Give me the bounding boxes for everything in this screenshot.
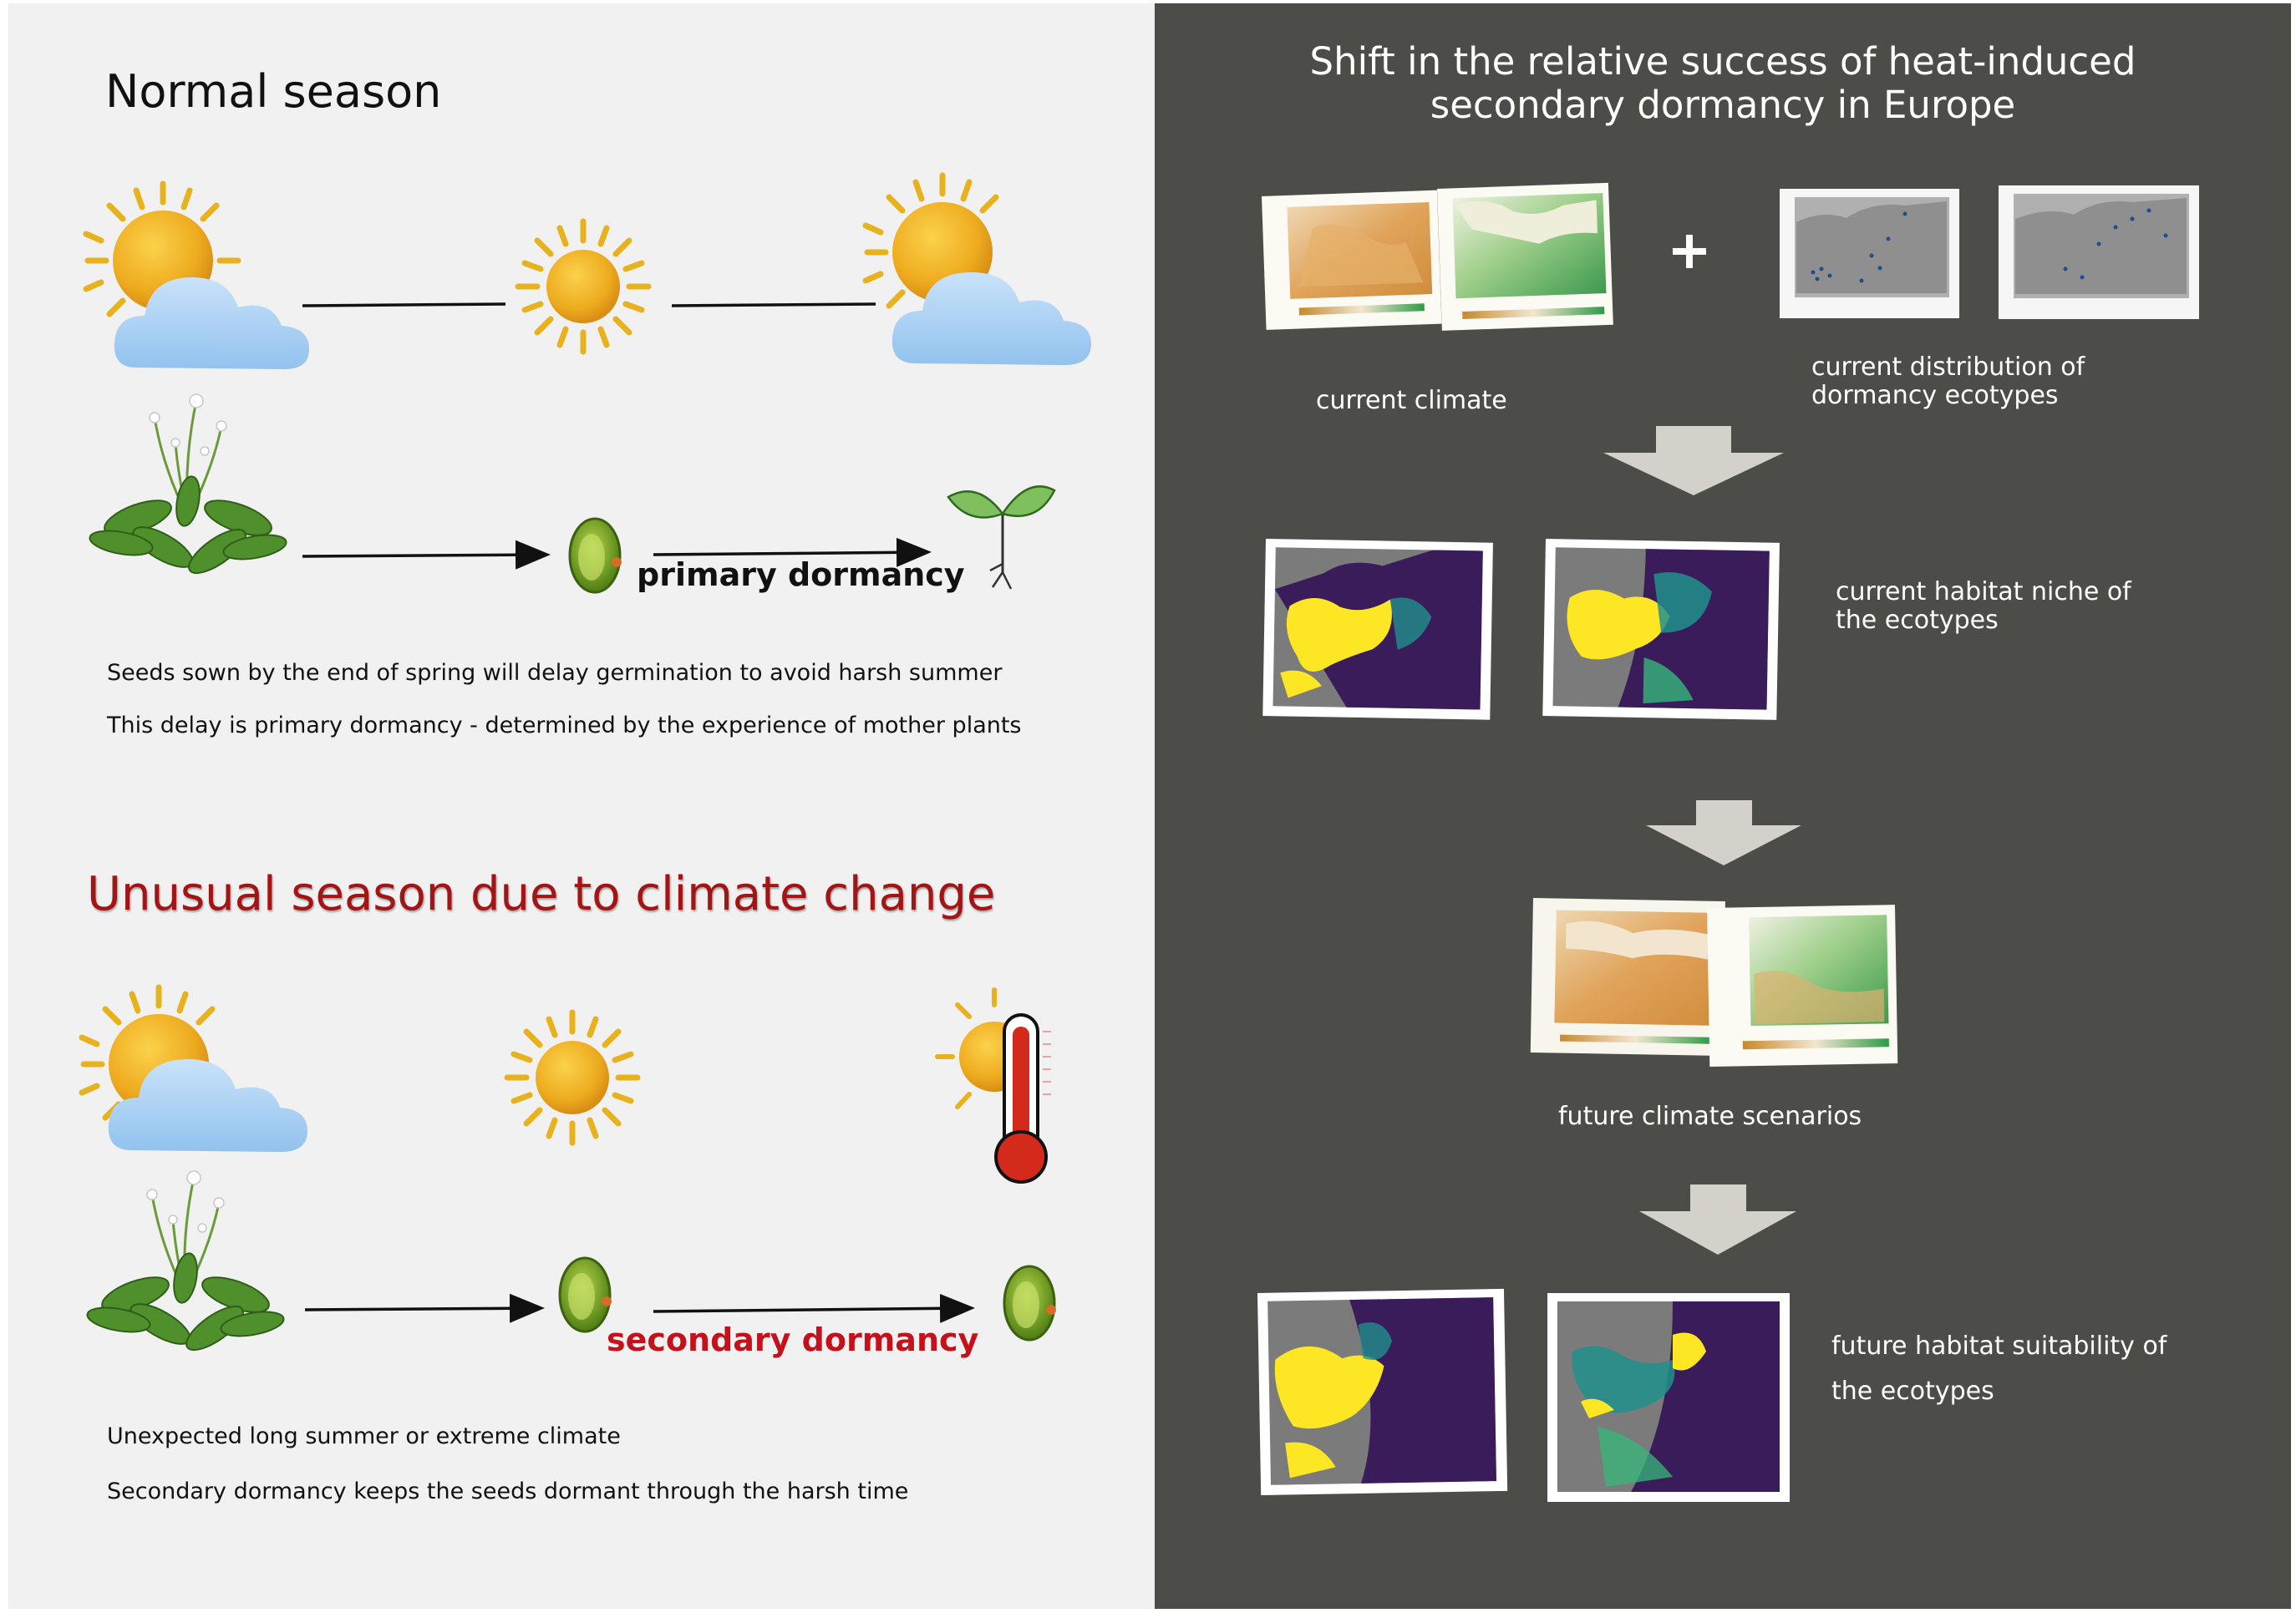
sun-thermometer-icon <box>935 987 1051 1184</box>
sun-cloud-icon <box>79 984 307 1152</box>
map-icon <box>1262 190 1442 330</box>
seed-icon <box>1003 1265 1056 1342</box>
timeline-arrow <box>304 1293 545 1323</box>
current-distribution-label: current distribution of dormancy ecotype… <box>1811 353 2085 410</box>
plus-icon <box>1673 235 1706 268</box>
cloud-icon <box>891 272 1091 365</box>
map-icon <box>1262 539 1493 720</box>
primary-dormancy-label: primary dormancy <box>637 556 965 593</box>
plant-icon <box>86 1170 285 1352</box>
sun-cloud-icon <box>83 180 309 369</box>
right-title-line-2: secondary dormancy in Europe <box>1430 83 2016 127</box>
timeline-line <box>302 302 506 307</box>
habitat-niche-line-2: the ecotypes <box>1836 606 1999 635</box>
current-distribution-line-2: dormancy ecotypes <box>1811 381 2059 410</box>
sun-icon <box>504 1009 641 1146</box>
right-title: Shift in the relative success of heat-in… <box>1155 40 2291 127</box>
map-icon <box>1780 189 1959 318</box>
normal-desc-2: This delay is primary dormancy - determi… <box>107 713 1022 738</box>
down-arrow-icon <box>1646 800 1801 865</box>
secondary-dormancy-label: secondary dormancy <box>607 1321 979 1358</box>
future-suitability-line-1: future habitat suitability of <box>1831 1331 2167 1361</box>
map-icon <box>1707 905 1898 1067</box>
habitat-niche-label: current habitat niche of the ecotypes <box>1836 578 2131 635</box>
timeline-line <box>671 302 876 307</box>
cloud-icon <box>114 277 309 369</box>
seedling-icon <box>947 485 1056 590</box>
seed-icon <box>568 517 622 594</box>
map-icon <box>1437 182 1613 331</box>
future-suitability-line-2: the ecotypes <box>1831 1377 1994 1406</box>
current-climate-label: current climate <box>1316 386 1507 415</box>
normal-desc-1: Seeds sown by the end of spring will del… <box>107 660 1003 686</box>
map-icon <box>1257 1288 1508 1495</box>
cloud-icon <box>108 1059 307 1152</box>
seed-icon <box>558 1256 612 1333</box>
current-distribution-line-1: current distribution of <box>1811 353 2085 382</box>
sun-cloud-icon <box>862 172 1091 365</box>
map-icon <box>1542 539 1780 720</box>
map-icon <box>1999 185 2199 319</box>
normal-season-title: Normal season <box>105 65 442 118</box>
unusual-season-title: Unusual season due to climate change <box>87 867 996 921</box>
future-suitability-label: future habitat suitability of the ecotyp… <box>1831 1324 2166 1414</box>
unusual-desc-2: Secondary dormancy keeps the seeds dorma… <box>107 1479 909 1504</box>
timeline-arrow <box>653 1293 975 1323</box>
timeline-arrow <box>653 537 932 567</box>
plant-icon <box>89 393 287 575</box>
right-title-line-1: Shift in the relative success of heat-in… <box>1309 39 2136 84</box>
future-climate-label: future climate scenarios <box>1558 1102 1862 1131</box>
unusual-desc-1: Unexpected long summer or extreme climat… <box>107 1423 621 1449</box>
habitat-niche-line-1: current habitat niche of <box>1836 577 2131 606</box>
timeline-arrow <box>302 540 551 570</box>
thermometer-icon <box>994 1013 1051 1184</box>
down-arrow-icon <box>1603 426 1784 495</box>
map-icon <box>1547 1293 1790 1502</box>
down-arrow-icon <box>1639 1184 1796 1255</box>
map-icon <box>1530 898 1725 1056</box>
sun-icon <box>515 218 652 355</box>
